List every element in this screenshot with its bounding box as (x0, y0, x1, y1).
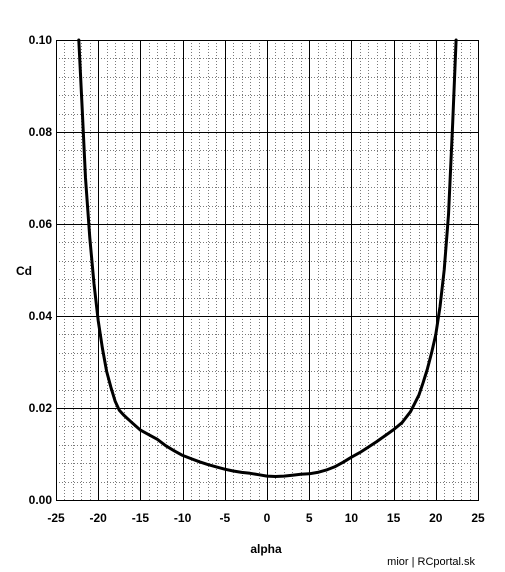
x-tick-label: 20 (429, 511, 443, 525)
x-tick-labels: -25 -20 -15 -10 -5 0 5 10 15 20 25 (47, 511, 485, 525)
x-tick-label: -10 (174, 511, 192, 525)
y-tick-label: 0.02 (29, 401, 53, 415)
y-tick-labels: 0.00 0.02 0.04 0.06 0.08 0.10 (29, 33, 53, 507)
x-tick-label: -20 (90, 511, 108, 525)
plot-frame (56, 40, 479, 501)
x-tick-label: -15 (132, 511, 150, 525)
y-tick-label: 0.10 (29, 33, 53, 47)
credit-text: mior | RCportal.sk (387, 556, 475, 568)
x-axis-label: alpha (250, 542, 282, 556)
y-tick-label: 0.08 (29, 125, 53, 139)
x-tick-label: 25 (471, 511, 485, 525)
x-tick-label: 10 (345, 511, 359, 525)
cd-curve (77, 38, 458, 478)
major-grid (56, 40, 479, 501)
x-tick-label: -5 (219, 511, 230, 525)
y-tick-label: 0.00 (29, 493, 53, 507)
x-tick-label: -25 (47, 511, 65, 525)
x-tick-label: 15 (387, 511, 401, 525)
y-tick-label: 0.06 (29, 217, 53, 231)
y-tick-label: 0.04 (29, 309, 53, 323)
y-axis-label: Cd (16, 264, 32, 278)
x-tick-label: 0 (264, 511, 271, 525)
x-tick-label: 5 (306, 511, 313, 525)
